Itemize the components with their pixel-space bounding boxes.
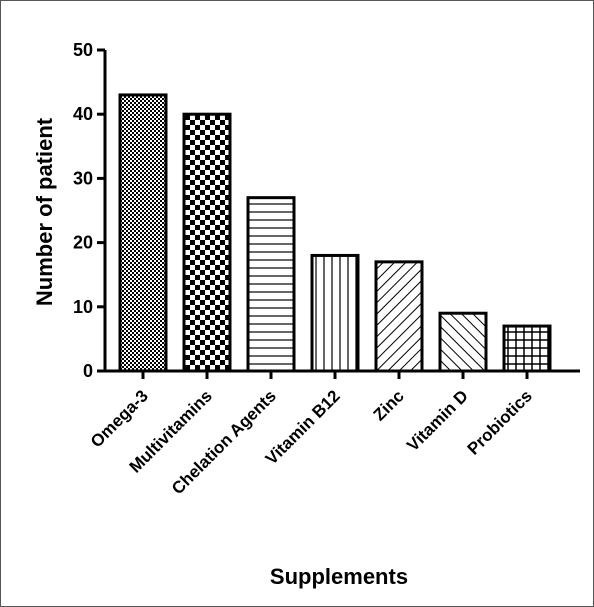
y-tick-label: 30 [73, 168, 93, 188]
bar-vitamin-d [438, 311, 488, 373]
y-tick-label: 10 [73, 297, 93, 317]
y-axis-title: Number of patient [32, 117, 57, 306]
x-axis-title: Supplements [270, 564, 408, 589]
y-ticks-group: 0 10 20 30 40 50 [73, 40, 105, 381]
y-tick-label: 0 [83, 361, 93, 381]
bar-chelation-agents [246, 196, 296, 373]
x-tick-label-zinc: Zinc [370, 386, 408, 424]
bar-multivitamins [182, 112, 232, 373]
bar-zinc [374, 260, 424, 373]
bar-probiotics [502, 324, 552, 373]
bars-group [118, 93, 552, 373]
x-tick-label-vitamin-d: Vitamin D [403, 386, 472, 455]
x-tick-label-omega-3: Omega-3 [87, 386, 152, 451]
y-tick-label: 40 [73, 104, 93, 124]
bar-vitamin-b12 [310, 253, 360, 373]
y-tick-label: 50 [73, 40, 93, 60]
x-tick-label-probiotics: Probiotics [464, 386, 536, 458]
y-tick-label: 20 [73, 233, 93, 253]
bar-omega-3 [118, 93, 168, 373]
